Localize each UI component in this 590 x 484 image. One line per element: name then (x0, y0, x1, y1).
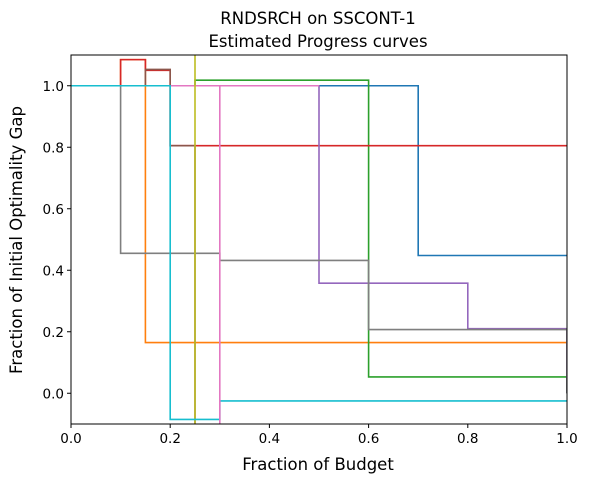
x-tick-label: 0.6 (358, 431, 379, 447)
x-axis-ticks: 0.0 0.2 0.4 0.6 0.8 1.0 (60, 424, 578, 447)
y-tick-label: 0.8 (43, 140, 64, 156)
x-tick-label: 0.4 (259, 431, 280, 447)
series-line-6 (71, 68, 196, 424)
x-tick-label: 0.0 (60, 431, 81, 447)
y-tick-label: 1.0 (43, 79, 64, 95)
chart-subtitle: Estimated Progress curves (208, 32, 427, 51)
x-tick-label: 0.2 (159, 431, 180, 447)
y-axis-label: Fraction of Initial Optimality Gap (7, 106, 26, 374)
y-tick-label: 0.2 (43, 325, 64, 341)
x-tick-label: 0.8 (457, 431, 478, 447)
x-tick-label: 1.0 (556, 431, 577, 447)
y-tick-label: 0.0 (43, 386, 64, 402)
series-line-10 (71, 84, 567, 421)
x-axis-label: Fraction of Budget (242, 455, 394, 474)
chart-title: RNDSRCH on SSCONT-1 (220, 9, 415, 28)
y-axis-ticks: 0.0 0.2 0.4 0.6 0.8 1.0 (43, 79, 71, 402)
y-tick-label: 0.4 (43, 263, 64, 279)
y-tick-label: 0.6 (43, 202, 64, 218)
plot-frame (70, 54, 568, 425)
series-layer (71, 55, 567, 424)
